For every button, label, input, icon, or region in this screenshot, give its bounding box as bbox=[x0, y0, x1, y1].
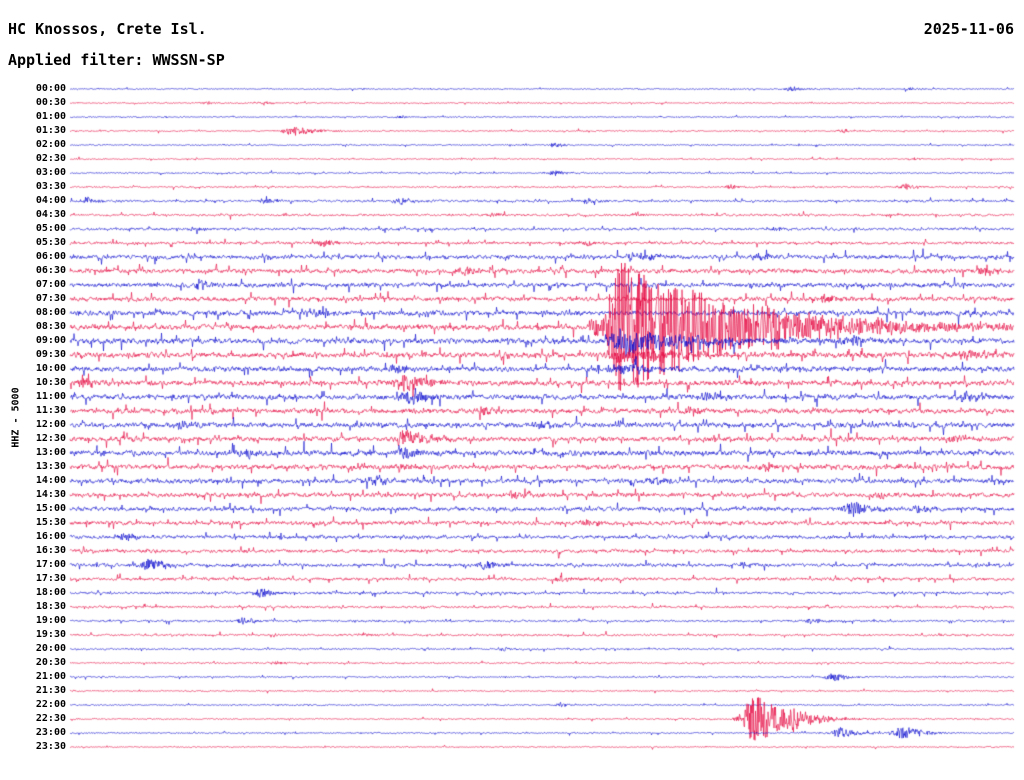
helicorder-page: { "header": { "station": "HC Knossos, Cr… bbox=[0, 0, 1024, 780]
seismogram-canvas bbox=[0, 0, 1024, 780]
